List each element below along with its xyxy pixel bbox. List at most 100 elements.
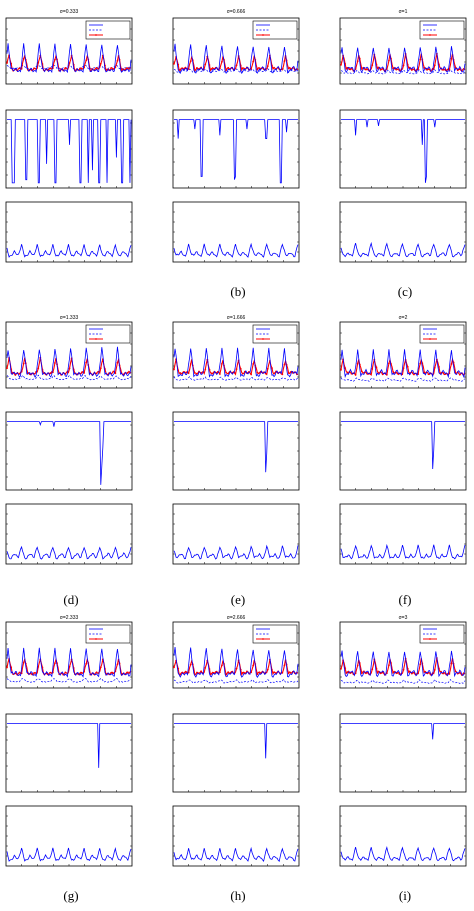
series-marker bbox=[85, 59, 88, 62]
panel-caption: (h) bbox=[230, 888, 245, 903]
series-marker bbox=[360, 68, 363, 70]
series-marker bbox=[241, 67, 244, 70]
series-marker bbox=[252, 664, 255, 667]
series-marker bbox=[179, 673, 182, 676]
series-marker bbox=[221, 664, 223, 667]
top-subplot bbox=[339, 621, 467, 689]
panel-1: σ=0.333 bbox=[5, 9, 133, 263]
series-marker bbox=[289, 671, 292, 674]
series-marker bbox=[187, 372, 190, 375]
signal-line bbox=[173, 242, 299, 258]
series-marker bbox=[340, 63, 342, 66]
panel-6: σ=2 (f) bbox=[339, 315, 467, 607]
middle-subplot bbox=[339, 713, 467, 793]
signal-line bbox=[174, 421, 298, 473]
series-marker bbox=[283, 664, 286, 667]
series-dashed-line bbox=[6, 374, 132, 381]
series-marker bbox=[49, 671, 52, 674]
signal-line bbox=[341, 119, 465, 183]
series-marker bbox=[99, 62, 102, 65]
series-marker bbox=[210, 672, 213, 675]
legend bbox=[252, 20, 298, 40]
middle-subplot bbox=[172, 411, 300, 491]
series-marker bbox=[189, 663, 192, 666]
series-marker bbox=[256, 371, 259, 374]
signal-line bbox=[7, 421, 131, 485]
series-marker bbox=[54, 662, 56, 665]
series-marker bbox=[49, 372, 52, 374]
panel-2: σ=0.666 (b) bbox=[172, 9, 300, 299]
middle-subplot bbox=[5, 109, 133, 189]
series-marker bbox=[110, 671, 113, 674]
legend bbox=[419, 20, 465, 40]
signal-line bbox=[340, 543, 466, 560]
series-marker bbox=[402, 668, 405, 671]
series-solid-line bbox=[6, 346, 132, 379]
middle-axes-frame bbox=[339, 411, 467, 491]
series-solid-line bbox=[173, 43, 299, 75]
series-marker bbox=[433, 366, 436, 369]
series-marker bbox=[264, 372, 267, 375]
series-dashed-line bbox=[6, 677, 132, 683]
series-marker bbox=[438, 365, 440, 368]
series-marker bbox=[406, 365, 409, 368]
series-marker bbox=[419, 663, 422, 666]
series-marker bbox=[200, 670, 202, 673]
panel-7: σ=2.333 (g) bbox=[5, 615, 133, 903]
legend-marker bbox=[262, 638, 264, 640]
series-marker bbox=[225, 69, 228, 72]
series-marker bbox=[81, 67, 83, 70]
series-marker bbox=[281, 373, 284, 376]
bottom-subplot bbox=[172, 201, 300, 263]
series-marker bbox=[116, 663, 119, 666]
series-marker bbox=[173, 666, 175, 669]
series-marker bbox=[442, 371, 445, 374]
series-marker bbox=[410, 672, 413, 675]
series-marker bbox=[281, 68, 284, 71]
series-marker bbox=[241, 372, 244, 375]
series-marker bbox=[388, 664, 390, 667]
series-marker bbox=[356, 60, 359, 62]
middle-axes-frame bbox=[339, 109, 467, 189]
series-marker bbox=[68, 367, 71, 370]
top-subplot bbox=[339, 17, 467, 85]
series-marker bbox=[116, 59, 119, 62]
legend-marker bbox=[262, 34, 264, 36]
series-marker bbox=[33, 67, 35, 70]
series-marker bbox=[388, 362, 390, 365]
series-marker bbox=[365, 672, 367, 675]
series-marker bbox=[81, 371, 83, 374]
panel-title: σ=2.333 bbox=[60, 615, 79, 621]
series-marker bbox=[346, 671, 349, 674]
series-marker bbox=[450, 662, 453, 665]
series-marker bbox=[193, 372, 196, 374]
series-marker bbox=[266, 367, 269, 370]
panel-title: σ=2 bbox=[399, 315, 408, 321]
series-marker bbox=[273, 671, 275, 674]
series-marker bbox=[81, 672, 83, 674]
series-marker bbox=[185, 671, 188, 673]
top-subplot bbox=[5, 621, 133, 689]
signal-line bbox=[6, 847, 132, 862]
series-marker bbox=[423, 671, 426, 673]
legend bbox=[419, 324, 465, 344]
series-marker bbox=[433, 668, 436, 671]
series-marker bbox=[114, 372, 117, 375]
series-marker bbox=[283, 363, 286, 366]
series-marker bbox=[112, 68, 115, 71]
series-marker bbox=[413, 373, 415, 376]
series-solid-line bbox=[6, 43, 132, 74]
signal-line bbox=[173, 544, 299, 560]
series-marker bbox=[381, 373, 384, 376]
signal-line bbox=[341, 421, 465, 470]
series-solid-line bbox=[340, 46, 466, 74]
series-marker bbox=[396, 68, 399, 71]
series-marker bbox=[204, 666, 207, 669]
series-marker bbox=[95, 671, 98, 674]
panel-caption: (f) bbox=[399, 592, 412, 607]
panel-title: σ=1.333 bbox=[60, 315, 79, 321]
legend bbox=[252, 624, 298, 644]
series-marker bbox=[37, 61, 40, 64]
series-marker bbox=[360, 672, 363, 675]
bottom-subplot bbox=[339, 503, 467, 565]
